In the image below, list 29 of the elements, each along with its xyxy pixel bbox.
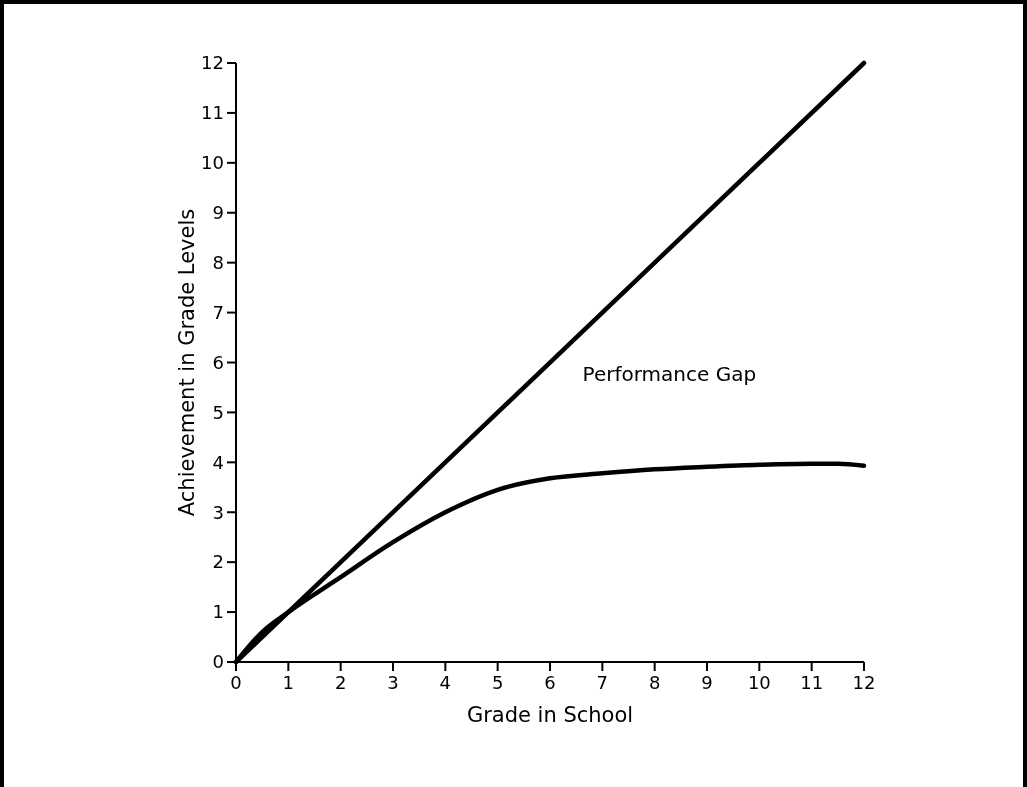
x-tick-label: 12 [852,672,876,693]
annotation: Performance Gap [582,362,757,387]
y-tick-label: 0 [212,651,224,673]
y-tick-label: 1 [212,601,224,623]
y-tick-label: 6 [212,351,224,373]
x-tick-label: 10 [747,672,771,693]
y-tick-label: 9 [212,202,224,224]
y-axis-title: Achievement in Grade Levels [175,208,199,517]
y-tick-label: 7 [212,301,224,323]
x-axis-title: Grade in School [466,703,634,727]
y-tick-label: 3 [212,501,224,523]
x-tick-label: 4 [439,672,452,693]
x-tick-label: 1 [282,672,295,693]
x-tick-label: 5 [491,672,504,693]
y-tick-label: 8 [212,251,224,273]
x-tick-label: 3 [387,672,399,693]
y-tick-label: 11 [201,102,224,124]
y-tick-label: 2 [212,551,224,573]
x-tick-label: 8 [648,672,661,693]
y-tick-label: 12 [201,52,224,74]
x-tick-label: 0 [230,672,242,693]
x-tick-label: 6 [544,672,556,693]
y-tick-label: 4 [212,451,224,473]
x-tick-label: 2 [334,672,347,693]
y-tick-label: 5 [212,401,224,423]
y-tick-label: 10 [201,152,224,174]
x-tick-label: 11 [800,672,824,693]
x-tick-label: 7 [596,672,609,693]
x-tick-label: 9 [701,672,713,693]
